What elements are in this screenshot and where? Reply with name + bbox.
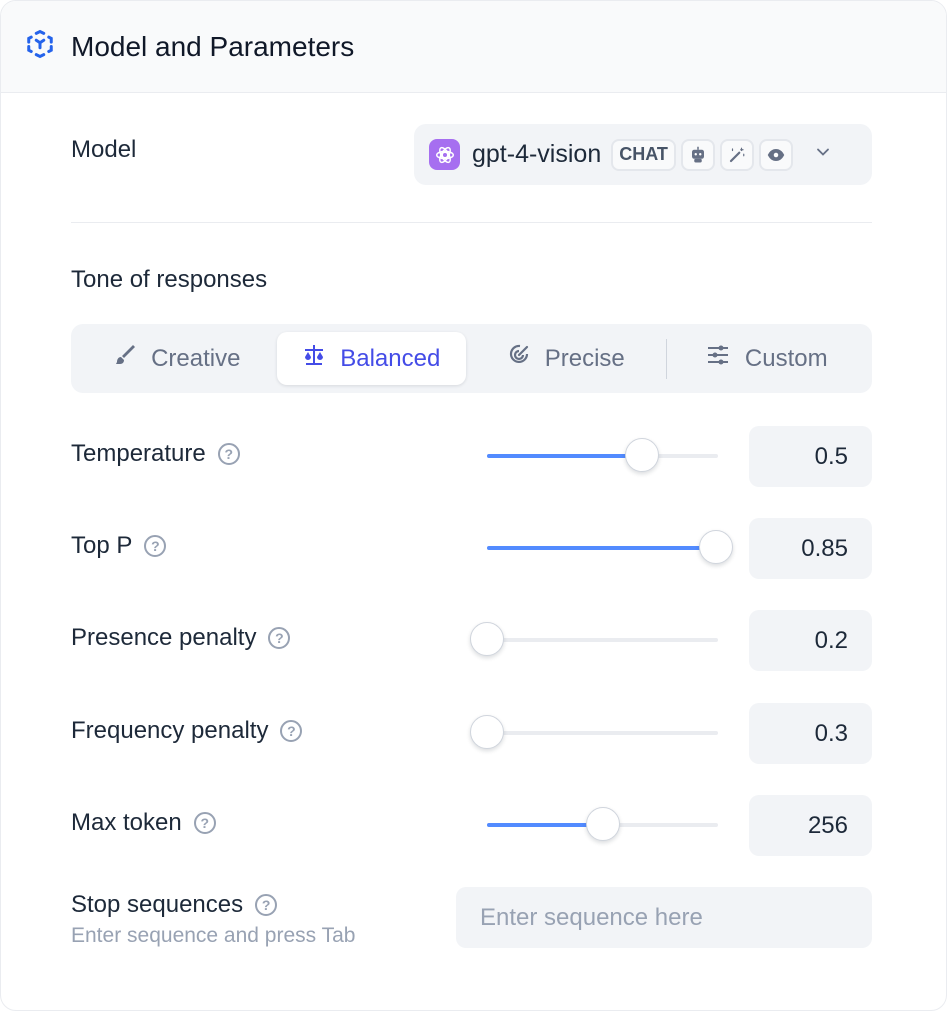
temperature-slider[interactable]	[487, 438, 718, 472]
eye-icon	[758, 138, 793, 171]
model-row: Model	[71, 136, 870, 164]
help-icon[interactable]: ?	[193, 812, 216, 834]
tab-custom[interactable]: Custom	[667, 332, 867, 385]
param-row-temperature: Temperature?	[71, 440, 870, 468]
slider-fill	[487, 454, 642, 458]
frequency-penalty-label: Frequency penalty?	[71, 717, 303, 745]
chat-badge: CHAT	[611, 138, 676, 171]
model-label: Model	[71, 136, 137, 163]
cube-outline-icon	[25, 29, 55, 64]
frequency-penalty-value-input[interactable]: 0.3	[749, 703, 872, 764]
param-row-frequency-penalty: Frequency penalty?	[71, 717, 870, 745]
tab-separator	[665, 338, 667, 379]
top-p-slider[interactable]	[487, 530, 733, 564]
top-p-label: Top P?	[71, 532, 167, 560]
frequency-penalty-slider[interactable]	[470, 715, 718, 749]
openai-logo-icon	[429, 139, 460, 170]
param-row-top-p: Top P?	[71, 532, 870, 560]
stop-sequences-hint: Enter sequence and press Tab	[71, 924, 356, 947]
stop-sequences-label: Stop sequences?	[71, 891, 278, 919]
model-name: gpt-4-vision	[472, 140, 602, 168]
tone-label: Tone of responses	[71, 266, 268, 293]
divider	[71, 222, 872, 223]
brush-icon	[113, 343, 137, 374]
param-row-max-token: Max token?	[71, 809, 870, 837]
help-icon[interactable]: ?	[268, 627, 291, 649]
slider-fill	[487, 823, 603, 827]
slider-thumb[interactable]	[470, 715, 504, 749]
max-token-value-input[interactable]: 256	[749, 795, 872, 856]
param-row-presence-penalty: Presence penalty?	[71, 624, 870, 652]
magic-wand-icon	[719, 138, 754, 171]
panel-title: Model and Parameters	[71, 30, 355, 62]
tab-balanced[interactable]: Balanced	[276, 332, 467, 385]
robot-icon	[680, 138, 715, 171]
slider-thumb[interactable]	[470, 622, 504, 656]
temperature-label: Temperature?	[71, 440, 240, 468]
scale-icon	[302, 343, 326, 374]
tab-precise[interactable]: Precise	[466, 332, 666, 385]
help-icon[interactable]: ?	[280, 720, 303, 742]
model-selector[interactable]: gpt-4-vision CHAT	[414, 124, 872, 185]
slider-thumb[interactable]	[624, 438, 659, 472]
help-icon[interactable]: ?	[144, 535, 167, 557]
stop-sequence-input[interactable]	[456, 887, 872, 948]
tone-tabs: Creative Balanced Precise Custom	[71, 324, 872, 393]
tab-creative[interactable]: Creative	[77, 332, 277, 385]
presence-penalty-value-input[interactable]: 0.2	[749, 610, 872, 671]
help-icon[interactable]: ?	[255, 894, 278, 916]
target-icon	[507, 343, 531, 374]
temperature-value-input[interactable]: 0.5	[749, 426, 872, 487]
presence-penalty-slider[interactable]	[470, 622, 718, 656]
max-token-slider[interactable]	[487, 807, 718, 841]
help-icon[interactable]: ?	[217, 443, 240, 465]
sliders-icon	[705, 343, 731, 374]
slider-thumb[interactable]	[585, 807, 620, 841]
max-token-label: Max token?	[71, 809, 216, 837]
presence-penalty-label: Presence penalty?	[71, 624, 291, 652]
panel-header: Model and Parameters	[1, 1, 946, 93]
slider-fill	[487, 546, 716, 550]
slider-thumb[interactable]	[698, 530, 733, 564]
top-p-value-input[interactable]: 0.85	[749, 518, 872, 579]
chevron-down-icon[interactable]	[813, 142, 833, 167]
